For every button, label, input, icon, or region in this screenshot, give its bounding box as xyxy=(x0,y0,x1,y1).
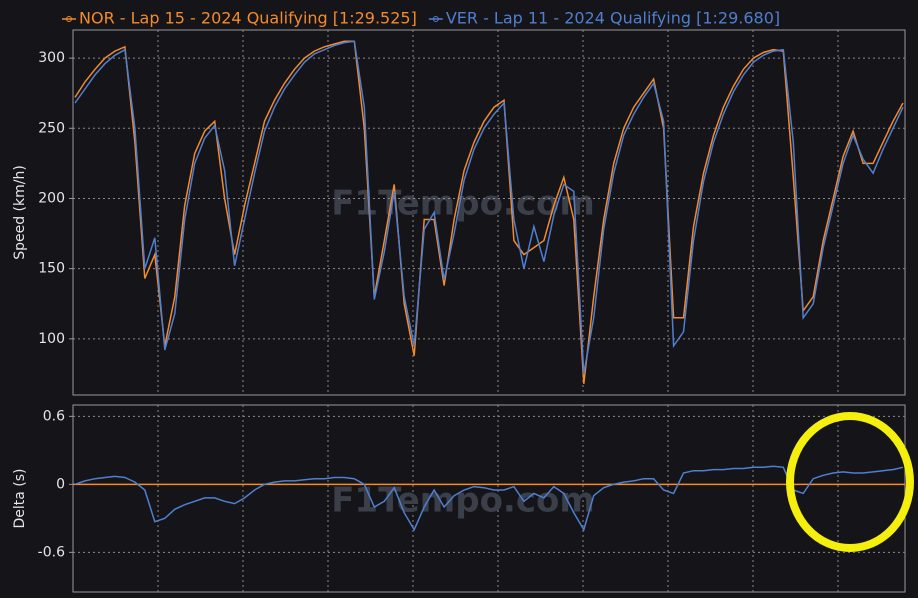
highlight-circle xyxy=(786,412,914,552)
y-tick-label: 150 xyxy=(38,261,65,277)
y-tick-label: 200 xyxy=(38,190,65,206)
y-tick-label: 0 xyxy=(56,476,65,492)
series-line xyxy=(74,40,904,375)
y-tick-label: 100 xyxy=(38,331,65,347)
series-line xyxy=(74,465,904,532)
y-axis-label: Delta (s) xyxy=(12,468,28,528)
legend-marker xyxy=(66,16,72,22)
legend-label: VER - Lap 11 - 2024 Qualifying [1:29.680… xyxy=(446,9,780,28)
y-axis-label: Speed (km/h) xyxy=(12,165,28,260)
watermark: F1Tempo.com xyxy=(331,481,595,521)
y-tick-label: 300 xyxy=(38,50,65,66)
y-tick-label: -0.6 xyxy=(38,544,65,560)
legend-label: NOR - Lap 15 - 2024 Qualifying [1:29.525… xyxy=(79,9,417,28)
y-tick-label: 0.6 xyxy=(43,408,65,424)
y-tick-label: 250 xyxy=(38,120,65,136)
series-line xyxy=(74,40,904,384)
plot-area xyxy=(72,29,906,396)
legend-marker xyxy=(432,16,439,22)
